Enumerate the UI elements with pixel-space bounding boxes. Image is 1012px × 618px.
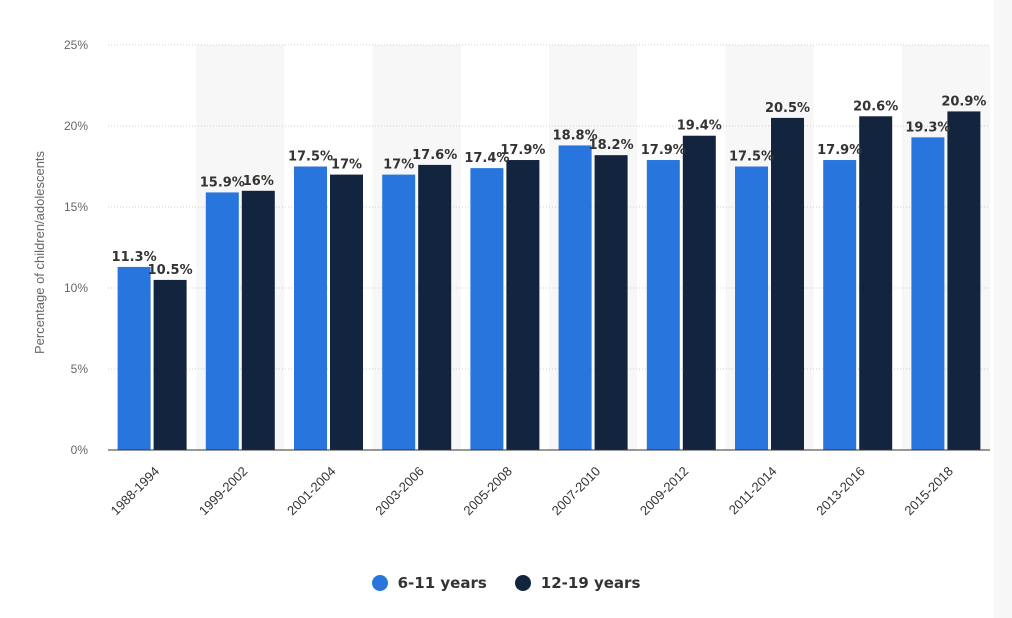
y-axis-ticks: 0% 5% 10% 15% 20% 25% xyxy=(64,38,88,457)
data-label: 18.2% xyxy=(589,138,634,153)
legend-swatch-6-11-years xyxy=(371,575,388,591)
data-label: 11.3% xyxy=(112,250,157,265)
page-edge-strip xyxy=(994,0,1012,618)
y-tick-label: 20% xyxy=(64,119,88,133)
bar-6-11-years xyxy=(646,160,680,450)
bar-12-19-years xyxy=(418,164,452,450)
data-label: 20.5% xyxy=(765,101,810,116)
bar-6-11-years xyxy=(911,137,945,450)
bar-12-19-years xyxy=(506,160,540,450)
x-tick-label: 1999-2002 xyxy=(196,464,251,519)
data-label: 17.9% xyxy=(817,143,862,158)
x-tick-label: 2009-2012 xyxy=(637,464,692,519)
bar-12-19-years xyxy=(153,279,187,450)
bar-6-11-years xyxy=(558,145,592,450)
x-tick-label: 2011-2014 xyxy=(726,464,780,518)
bar-12-19-years xyxy=(241,190,275,451)
bar-layer xyxy=(117,111,981,451)
legend-label-12-19-years: 12-19 years xyxy=(540,574,641,592)
data-label: 17.6% xyxy=(412,148,457,163)
bar-12-19-years xyxy=(771,117,804,451)
bar-6-11-years xyxy=(823,160,857,450)
legend-item-6-11-years[interactable]: 6-11 years xyxy=(371,574,487,592)
y-tick-label: 15% xyxy=(64,200,88,214)
legend-swatch-12-19-years xyxy=(514,575,531,591)
bar-12-19-years xyxy=(947,111,981,451)
bar-6-11-years xyxy=(117,266,151,450)
x-tick-label: 2013-2016 xyxy=(813,464,868,519)
data-label: 17.4% xyxy=(464,151,509,166)
bar-12-19-years xyxy=(859,116,893,450)
x-tick-label: 2005-2008 xyxy=(460,464,515,519)
data-label: 17.5% xyxy=(729,150,774,165)
data-label: 17.9% xyxy=(641,143,686,158)
data-label: 16% xyxy=(243,174,274,189)
y-axis-label: Percentage of children/adolescents xyxy=(32,150,47,354)
legend: 6-11 years 12-19 years xyxy=(0,574,1012,592)
data-label: 17.5% xyxy=(288,150,333,165)
y-tick-label: 10% xyxy=(64,281,88,295)
bar-12-19-years xyxy=(330,174,363,450)
y-tick-label: 25% xyxy=(64,38,88,52)
legend-label-6-11-years: 6-11 years xyxy=(397,574,487,592)
data-label-layer: 11.3%10.5%15.9%16%17.5%17% 17%17.6% 17.4%1… xyxy=(112,94,987,277)
bar-6-11-years xyxy=(205,192,239,451)
bar-6-11-years xyxy=(294,166,327,450)
data-label: 18.8% xyxy=(553,128,598,143)
x-tick-label: 2007-2010 xyxy=(549,464,604,519)
data-label: 19.3% xyxy=(905,120,950,135)
bar-6-11-years xyxy=(735,166,768,450)
legend-item-12-19-years[interactable]: 12-19 years xyxy=(514,574,641,592)
data-label: 17% xyxy=(383,158,414,173)
data-label: 20.6% xyxy=(853,99,898,114)
x-tick-label: 2015-2018 xyxy=(901,464,956,519)
bar-6-11-years xyxy=(382,174,416,450)
bar-chart: 0% 5% 10% 15% 20% 25% 11.3%10.5% 15.9%16% 17.5%… xyxy=(32,38,990,519)
x-axis-ticks: 1988-1994 1999-2002 2001-2004 2003-2006 2005… xyxy=(108,464,956,519)
data-label: 20.9% xyxy=(941,94,986,109)
bar-12-19-years xyxy=(682,135,716,450)
bar-6-11-years xyxy=(470,168,504,450)
data-label: 15.9% xyxy=(200,175,245,190)
bar-12-19-years xyxy=(594,155,628,450)
x-tick-label: 2001-2004 xyxy=(284,464,339,519)
y-tick-label: 5% xyxy=(71,362,89,376)
x-tick-label: 1988-1994 xyxy=(108,464,163,519)
data-label: 17% xyxy=(331,158,362,173)
x-tick-label: 2003-2006 xyxy=(372,464,427,519)
data-label: 10.5% xyxy=(148,263,193,278)
data-label: 19.4% xyxy=(677,119,722,134)
y-tick-label: 0% xyxy=(71,443,89,457)
data-label: 17.9% xyxy=(500,143,545,158)
